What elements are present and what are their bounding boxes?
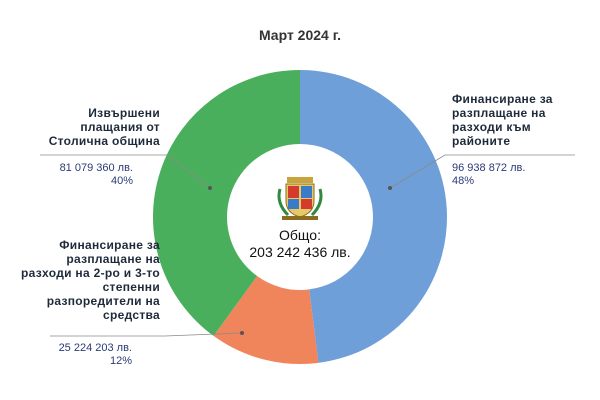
slice — [153, 70, 300, 336]
slice — [213, 276, 319, 364]
leader-lines — [40, 154, 575, 337]
percent-label: 12% — [109, 355, 132, 367]
slice-label: Финансиране за разплащане на разходи на … — [21, 238, 160, 322]
center-value: 203 242 436 лв. — [249, 244, 350, 260]
slice-label: Извършени плащания от Столична община — [48, 106, 160, 148]
slice — [300, 70, 447, 363]
leader-line — [389, 154, 575, 189]
leader-dot — [240, 331, 244, 335]
amount-label: 81 079 360 лв. — [59, 162, 133, 174]
leader-line — [40, 154, 211, 189]
leader-dot — [208, 186, 212, 190]
leader-dots — [208, 186, 392, 335]
slice-label: Финансиране за разплащане на разходи към… — [452, 92, 553, 148]
percent-label: 48% — [452, 175, 475, 187]
chart-title: Март 2024 г. — [259, 27, 341, 43]
leader-dot — [388, 186, 392, 190]
amount-label: 96 938 872 лв. — [452, 162, 526, 174]
amount-label: 25 224 203 лв. — [58, 342, 132, 354]
leader-line — [50, 332, 243, 337]
percent-label: 40% — [110, 175, 133, 187]
center-label: Общо: — [279, 227, 321, 243]
emblem — [277, 177, 323, 220]
